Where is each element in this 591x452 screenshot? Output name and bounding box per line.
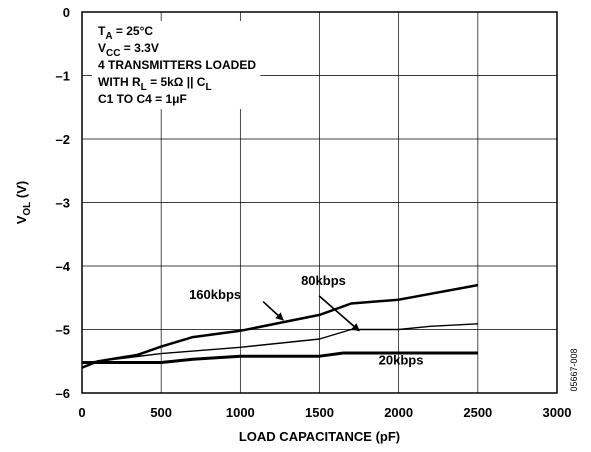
x-axis-title: LOAD CAPACITANCE (pF) <box>239 429 400 444</box>
x-tick-label: 2000 <box>384 405 413 420</box>
note-line: 4 TRANSMITTERS LOADED <box>98 58 256 72</box>
series-lines <box>81 283 479 369</box>
y-tick-label: 0 <box>63 5 70 20</box>
note-line: VCC = 3.3V <box>98 41 159 59</box>
y-tick-label: –6 <box>56 386 70 401</box>
series-label: 80kbps <box>301 273 346 288</box>
note-segment: C1 TO C4 = 1μF <box>98 92 187 106</box>
series-line <box>81 323 478 364</box>
y-axis-title: VOL (V) <box>14 181 33 225</box>
note-segment: = 25°C <box>113 24 154 38</box>
note-line: TA = 25°C <box>98 24 153 42</box>
series-label: 160kbps <box>189 287 241 302</box>
note-segment: L <box>205 82 211 93</box>
note-segment: = 3.3V <box>120 41 158 55</box>
x-tick-label: 2500 <box>463 405 492 420</box>
y-tick-label: –3 <box>56 196 70 211</box>
series-line <box>81 283 479 369</box>
y-tick-label: –5 <box>56 323 70 338</box>
x-tick-label: 1500 <box>305 405 334 420</box>
note-segment: WITH R <box>98 75 141 89</box>
note-segment: 4 TRANSMITTERS LOADED <box>98 58 256 72</box>
note-segment: T <box>98 24 106 38</box>
note-segment: L <box>141 82 147 93</box>
figure-id: 05667-008 <box>569 348 579 391</box>
x-tick-label: 0 <box>78 405 85 420</box>
y-tick-label: –2 <box>56 132 70 147</box>
conditions-note-background <box>92 21 261 109</box>
y-axis-title-main: V <box>14 215 29 224</box>
note-segment: V <box>98 41 106 55</box>
note-segment: CC <box>106 48 120 59</box>
plot-frame <box>81 11 558 394</box>
x-tick-label: 1000 <box>226 405 255 420</box>
note-segment: = 5kΩ || C <box>147 75 206 89</box>
x-tick-label: 500 <box>150 405 172 420</box>
y-tick-labels: 0 –1 –2 –3 –4 –5 –6 <box>56 5 71 401</box>
y-axis-title-subscript: OL <box>22 202 33 216</box>
y-tick-label: –1 <box>56 69 70 84</box>
x-tick-label: 3000 <box>543 405 572 420</box>
series-labels: 160kbps 80kbps 20kbps <box>189 273 423 367</box>
series-label: 20kbps <box>379 352 424 367</box>
y-tick-label: –4 <box>56 259 71 274</box>
series-label-arrow <box>318 295 360 332</box>
series-line <box>82 351 478 364</box>
note-line: C1 TO C4 = 1μF <box>98 92 187 106</box>
series-label-arrow <box>262 300 284 321</box>
note-segment: A <box>105 31 112 42</box>
note-line: WITH RL = 5kΩ || CL <box>98 75 212 93</box>
x-tick-labels: 0 500 1000 1500 2000 2500 3000 <box>78 405 571 420</box>
y-axis-title-unit: (V) <box>14 181 29 202</box>
